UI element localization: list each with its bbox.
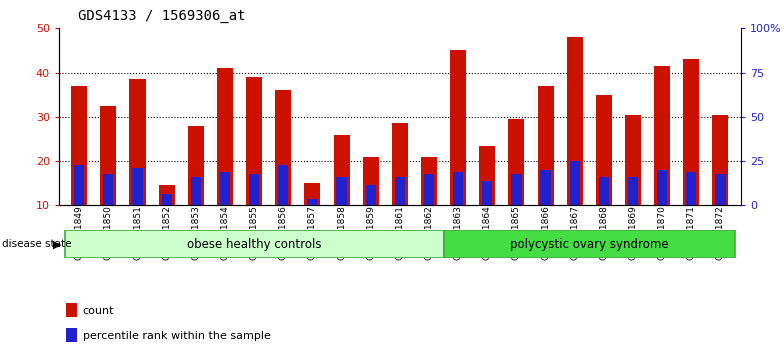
Bar	[713, 115, 728, 205]
Bar	[246, 77, 262, 205]
Bar	[188, 126, 204, 205]
Bar	[715, 175, 725, 205]
Bar	[421, 156, 437, 205]
Bar	[540, 170, 550, 205]
Bar	[74, 166, 85, 205]
Bar	[217, 68, 233, 205]
Bar	[654, 66, 670, 205]
Bar	[103, 175, 114, 205]
Bar	[333, 135, 350, 205]
Text: ▶: ▶	[53, 239, 62, 249]
Bar	[66, 328, 77, 342]
Bar	[336, 177, 347, 205]
Bar	[508, 119, 524, 205]
Bar	[511, 175, 521, 205]
Bar	[686, 172, 696, 205]
Bar	[249, 175, 260, 205]
Text: percentile rank within the sample: percentile rank within the sample	[82, 331, 270, 341]
Text: count: count	[82, 306, 114, 316]
Text: disease state: disease state	[2, 239, 72, 249]
Text: obese healthy controls: obese healthy controls	[187, 238, 321, 251]
Bar	[71, 86, 87, 205]
Bar	[363, 156, 379, 205]
Bar	[129, 79, 146, 205]
Bar	[191, 177, 201, 205]
Bar	[538, 86, 554, 205]
Bar	[278, 166, 289, 205]
Bar	[275, 90, 292, 205]
Bar	[158, 185, 175, 205]
Bar	[66, 303, 77, 317]
Bar	[365, 185, 376, 205]
Bar	[657, 170, 667, 205]
Bar	[394, 177, 405, 205]
Text: GDS4133 / 1569306_at: GDS4133 / 1569306_at	[78, 9, 246, 23]
Bar	[132, 168, 143, 205]
Bar	[392, 124, 408, 205]
Bar	[162, 194, 172, 205]
Bar	[567, 37, 583, 205]
Bar	[599, 177, 609, 205]
Text: polycystic ovary syndrome: polycystic ovary syndrome	[510, 238, 669, 251]
Bar	[625, 115, 641, 205]
Bar	[684, 59, 699, 205]
Bar	[444, 230, 735, 258]
Bar	[307, 199, 318, 205]
Bar	[450, 51, 466, 205]
Bar	[596, 95, 612, 205]
Bar	[304, 183, 321, 205]
Bar	[570, 161, 580, 205]
Bar	[220, 172, 230, 205]
Bar	[479, 145, 495, 205]
Bar	[482, 181, 492, 205]
Bar	[628, 177, 638, 205]
Bar	[100, 106, 116, 205]
Bar	[453, 172, 463, 205]
Bar	[64, 230, 444, 258]
Bar	[424, 175, 434, 205]
